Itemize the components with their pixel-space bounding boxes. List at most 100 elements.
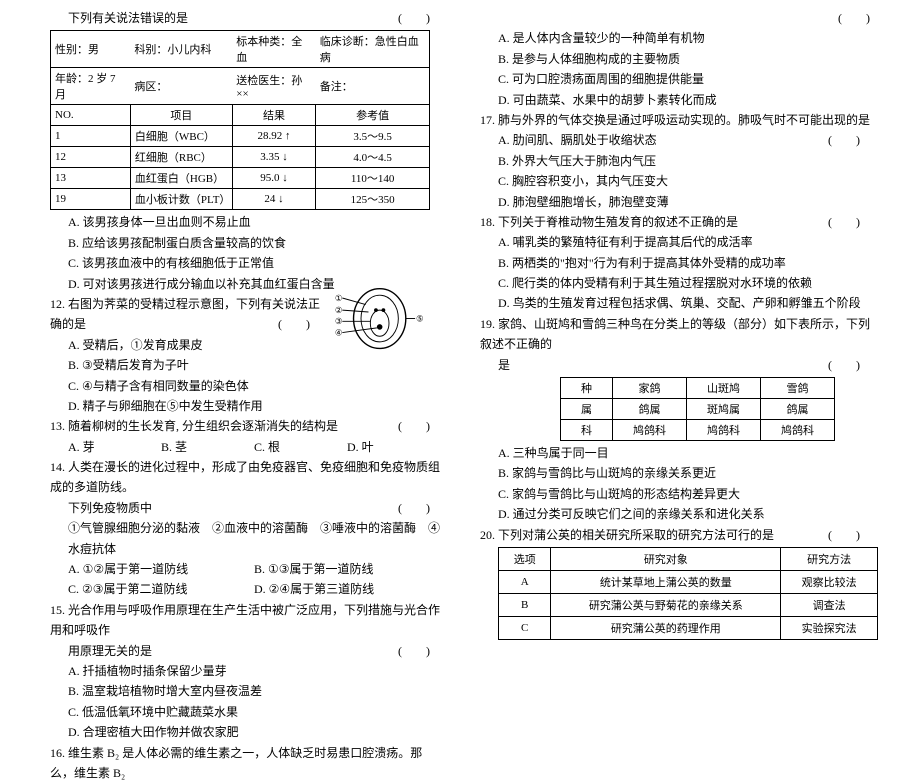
q20: 20. 下列对蒲公英的相关研究所采取的研究方法可行的是 ( ) (480, 525, 870, 545)
bt-h3: 山斑鸠 (687, 378, 761, 399)
q18-stem: 18. 下列关于脊椎动物生殖发育的叙述不正确的是 (480, 215, 738, 229)
q14-2t: 下列免疫物质中 (68, 501, 152, 515)
bt-22: 鸠鸽科 (613, 420, 687, 441)
paren: ( ) (398, 498, 430, 518)
q19-d: D. 通过分类可反映它们之间的亲缘关系和进化关系 (480, 504, 870, 524)
q16-b: B. 是参与人体细胞构成的主要物质 (480, 49, 870, 69)
q18-d: D. 鸟类的生殖发育过程包括求偶、筑巢、交配、产卵和孵雏五个阶段 (480, 293, 870, 313)
q14-d: D. ②④属于第三道防线 (254, 579, 440, 599)
q14-opts2: C. ②③属于第二道防线 D. ②④属于第三道防线 (50, 579, 440, 599)
t1-3-1: 13 (51, 168, 131, 189)
t1-hc4: 参考值 (316, 105, 430, 126)
paren: ( ) (398, 416, 430, 436)
bt-21: 科 (561, 420, 613, 441)
q14-opts1: A. ①②属于第一道防线 B. ①③属于第一道防线 (50, 559, 440, 579)
q18: 18. 下列关于脊椎动物生殖发育的叙述不正确的是 ( ) (480, 212, 870, 232)
t1-2-3: 3.35 ↓ (232, 147, 316, 168)
q11-a: A. 该男孩身体一旦出血则不易止血 (50, 212, 440, 232)
t1-2-2: 红细胞（RBC） (130, 147, 232, 168)
q13-d: D. 叶 (347, 437, 440, 457)
left-column: 下列有关说法错误的是 ( ) 性别：男 科别：小儿内科 标本种类：全血 临床诊断… (20, 8, 460, 642)
q19-a: A. 三种鸟属于同一目 (480, 443, 870, 463)
q13-stem: 13. 随着柳树的生长发育, 分生组织会逐渐消失的结构是 (50, 419, 338, 433)
q19-2t: 是 (498, 358, 510, 372)
q15-2t: 用原理无关的是 (68, 644, 152, 658)
q13-b: B. 茎 (161, 437, 254, 457)
t1-3-4: 110～140 (316, 168, 430, 189)
bt-11: 属 (561, 399, 613, 420)
paren: ( ) (278, 314, 310, 334)
q11-c: C. 该男孩血液中的有核细胞低于正常值 (50, 253, 440, 273)
t1-hc1: NO. (51, 105, 131, 126)
q14-b: B. ①③属于第一道防线 (254, 559, 440, 579)
q16-c: C. 可为口腔溃疡面周围的细胞提供能量 (480, 69, 870, 89)
q13-a: A. 芽 (68, 437, 161, 457)
q17-b: B. 外界大气压大于肺泡内气压 (480, 151, 870, 171)
svg-text:①: ① (335, 294, 343, 303)
q19-1: 19. 家鸽、山斑鸠和雪鸽三种鸟在分类上的等级（部分）如下表所示，下列叙述不正确… (480, 314, 870, 355)
paren: ( ) (398, 8, 430, 28)
bt-13: 斑鸠属 (687, 399, 761, 420)
paren: ( ) (828, 212, 860, 232)
q15-2: 用原理无关的是 ( ) (50, 641, 440, 661)
t1-1-1: 1 (51, 126, 131, 147)
q17-a: A. 肋间肌、膈肌处于收缩状态 (480, 130, 870, 150)
rt-a2: 统计某草地上蒲公英的数量 (551, 570, 781, 593)
t1-r2c1: 年龄：2 岁 7 月 (51, 68, 131, 105)
q17-d: D. 肺泡壁细胞增长，肺泡壁变薄 (480, 192, 870, 212)
q19-b: B. 家鸽与雪鸽比与山斑鸠的亲缘关系更近 (480, 463, 870, 483)
q16-d: D. 可由蔬菜、水果中的胡萝卜素转化而成 (480, 90, 870, 110)
paren: ( ) (828, 355, 860, 375)
t1-1-4: 3.5～9.5 (316, 126, 430, 147)
fertilization-diagram: ① ② ③ ④ ⑤ (320, 284, 430, 354)
bt-h2: 家鸽 (613, 378, 687, 399)
q19-2: 是 ( ) (480, 355, 870, 375)
q13-opts: A. 芽 B. 茎 C. 根 D. 叶 (50, 437, 440, 457)
bt-12: 鸽属 (613, 399, 687, 420)
rt-c2: 研究蒲公英的药理作用 (551, 616, 781, 639)
q-intro-text: 下列有关说法错误的是 (68, 11, 188, 25)
t1-4-4: 125～350 (316, 189, 430, 210)
t1-r1c4: 临床诊断：急性白血病 (316, 31, 430, 68)
t1-4-3: 24 ↓ (232, 189, 316, 210)
t1-3-3: 95.0 ↓ (232, 168, 316, 189)
bt-24: 鸠鸽科 (761, 420, 835, 441)
q15-1: 15. 光合作用与呼吸作用原理在生产生活中被广泛应用，下列措施与光合作用和呼吸作 (50, 600, 440, 641)
bt-h1: 种 (561, 378, 613, 399)
q20-stem: 20. 下列对蒲公英的相关研究所采取的研究方法可行的是 (480, 528, 774, 542)
t1-2-1: 12 (51, 147, 131, 168)
q16: 16. 维生素 B₂ 是人体必需的维生素之一，人体缺乏时易患口腔溃疡。那么，维生… (50, 743, 440, 783)
bt-h4: 雪鸽 (761, 378, 835, 399)
q14-a: A. ①②属于第一道防线 (68, 559, 254, 579)
q12-b: B. ③受精后发育为子叶 (50, 355, 440, 375)
t1-hc3: 结果 (232, 105, 316, 126)
q14-1: 14. 人类在漫长的进化过程中，形成了由免疫器官、免疫细胞和免疫物质组成的多道防… (50, 457, 440, 498)
q18-c: C. 爬行类的体内受精有利于其生殖过程摆脱对水环境的依赖 (480, 273, 870, 293)
q13-c: C. 根 (254, 437, 347, 457)
blood-test-table: 性别：男 科别：小儿内科 标本种类：全血 临床诊断：急性白血病 年龄：2 岁 7… (50, 30, 430, 210)
rt-h3: 研究方法 (781, 547, 878, 570)
q18-a: A. 哺乳类的繁殖特征有利于提高其后代的成活率 (480, 232, 870, 252)
t1-2-4: 4.0～4.5 (316, 147, 430, 168)
rt-h2: 研究对象 (551, 547, 781, 570)
q-intro: 下列有关说法错误的是 ( ) (50, 8, 440, 28)
paren: ( ) (828, 130, 860, 150)
rt-a1: A (499, 570, 551, 593)
paren: ( ) (828, 525, 860, 545)
rt-c3: 实验探究法 (781, 616, 878, 639)
q17-c: C. 胸腔容积变小，其内气压变大 (480, 171, 870, 191)
t1-r2c3: 送检医生：孙×× (232, 68, 316, 105)
svg-text:③: ③ (335, 317, 343, 326)
t1-r2c4: 备注： (316, 68, 430, 105)
rt-a3: 观察比较法 (781, 570, 878, 593)
bt-23: 鸠鸽科 (687, 420, 761, 441)
q12: ① ② ③ ④ ⑤ 12. 右图为荠菜的受精过程示意图，下列有关说法正确的是 (… (50, 294, 440, 335)
q14-2: 下列免疫物质中 ( ) (50, 498, 440, 518)
q12-c: C. ④与精子含有相同数量的染色体 (50, 376, 440, 396)
rt-c1: C (499, 616, 551, 639)
t1-r2c2: 病区： (130, 68, 232, 105)
t1-r1c1: 性别：男 (51, 31, 131, 68)
t1-1-3: 28.92 ↑ (232, 126, 316, 147)
t1-hc2: 项目 (130, 105, 232, 126)
svg-text:④: ④ (335, 328, 343, 337)
